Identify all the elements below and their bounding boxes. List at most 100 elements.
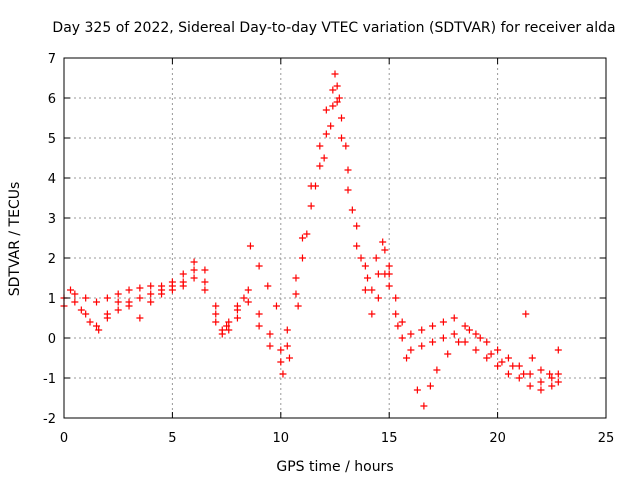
- data-point-plus: [266, 330, 274, 338]
- data-point-plus: [398, 318, 406, 326]
- data-point-plus: [86, 318, 94, 326]
- data-point-plus: [418, 342, 426, 350]
- x-axis-label: GPS time / hours: [276, 459, 393, 475]
- data-point-plus: [190, 266, 198, 274]
- data-point-plus: [82, 294, 90, 302]
- data-point-plus: [303, 230, 311, 238]
- data-point-plus: [455, 338, 463, 346]
- data-point-plus: [333, 98, 341, 106]
- y-tick-label: 4: [48, 172, 56, 187]
- data-point-plus: [329, 102, 337, 110]
- data-point-plus: [285, 354, 293, 362]
- x-tick-label: 25: [598, 431, 615, 446]
- data-point-plus: [392, 294, 400, 302]
- data-point-plus: [379, 238, 387, 246]
- data-point-plus: [472, 346, 480, 354]
- data-point-plus: [179, 282, 187, 290]
- data-point-plus: [450, 330, 458, 338]
- data-point-plus: [316, 142, 324, 150]
- data-point-plus: [212, 302, 220, 310]
- x-tick-label: 10: [273, 431, 290, 446]
- y-tick-label: 0: [48, 332, 56, 347]
- data-point-plus: [361, 262, 369, 270]
- data-point-plus: [546, 370, 554, 378]
- data-point-plus: [420, 402, 428, 410]
- x-axis-ticks: 0 5 10 15 20 25: [60, 58, 614, 446]
- data-point-plus: [311, 182, 319, 190]
- data-point-plus: [136, 294, 144, 302]
- data-point-plus: [439, 334, 447, 342]
- y-tick-label: 1: [48, 292, 56, 307]
- x-tick-label: 15: [381, 431, 398, 446]
- data-point-plus: [515, 362, 523, 370]
- y-tick-label: 2: [48, 252, 56, 267]
- x-tick-label: 0: [60, 431, 68, 446]
- data-point-plus: [429, 338, 437, 346]
- data-point-plus: [407, 346, 415, 354]
- data-point-plus: [426, 382, 434, 390]
- data-point-plus: [476, 334, 484, 342]
- data-point-plus: [504, 370, 512, 378]
- data-point-plus: [307, 202, 315, 210]
- data-point-plus: [353, 222, 361, 230]
- data-point-plus: [554, 346, 562, 354]
- data-point-plus: [494, 346, 502, 354]
- data-point-plus: [407, 330, 415, 338]
- data-point-plus: [554, 378, 562, 386]
- data-point-plus: [212, 310, 220, 318]
- data-point-plus: [385, 282, 393, 290]
- data-point-plus: [483, 354, 491, 362]
- data-point-plus: [316, 162, 324, 170]
- data-point-plus: [71, 290, 79, 298]
- data-point-plus: [292, 290, 300, 298]
- data-point-plus: [392, 310, 400, 318]
- data-point-plus: [381, 246, 389, 254]
- data-point-plus: [190, 258, 198, 266]
- data-point-plus: [147, 282, 155, 290]
- y-tick-label: -1: [43, 372, 56, 387]
- data-point-plus: [103, 310, 111, 318]
- data-point-plus: [168, 286, 176, 294]
- y-tick-label: 3: [48, 212, 56, 227]
- data-point-plus: [320, 154, 328, 162]
- data-point-plus: [364, 274, 372, 282]
- data-point-plus: [158, 290, 166, 298]
- y-tick-label: 6: [48, 92, 56, 107]
- data-point-plus: [327, 122, 335, 130]
- data-point-plus: [246, 242, 254, 250]
- data-point-plus: [114, 290, 122, 298]
- data-point-plus: [450, 314, 458, 322]
- data-point-plus: [461, 338, 469, 346]
- data-point-plus: [255, 310, 263, 318]
- data-point-plus: [344, 186, 352, 194]
- data-point-plus: [374, 294, 382, 302]
- data-point-plus: [444, 350, 452, 358]
- data-point-plus: [522, 310, 530, 318]
- data-point-plus: [329, 86, 337, 94]
- data-point-plus: [190, 274, 198, 282]
- y-tick-label: 5: [48, 132, 56, 147]
- data-point-plus: [461, 322, 469, 330]
- y-axis-ticks: -2 -1 0 1 2 3 4 5 6 7: [43, 52, 606, 427]
- data-point-plus: [240, 294, 248, 302]
- data-point-plus: [93, 298, 101, 306]
- data-point-plus: [136, 284, 144, 292]
- data-point-plus: [413, 386, 421, 394]
- data-point-plus: [71, 298, 79, 306]
- data-point-plus: [498, 358, 506, 366]
- data-point-plus: [348, 206, 356, 214]
- data-point-plus: [277, 346, 285, 354]
- data-point-plus: [526, 382, 534, 390]
- y-axis-label: SDTVAR / TECUs: [7, 182, 23, 297]
- data-point-plus: [322, 106, 330, 114]
- data-point-plus: [283, 342, 291, 350]
- plot-frame: [63, 57, 607, 419]
- data-point-plus: [255, 262, 263, 270]
- data-point-plus: [528, 354, 536, 362]
- data-point-plus: [368, 310, 376, 318]
- data-point-plus: [279, 370, 287, 378]
- data-point-plus: [429, 322, 437, 330]
- data-point-plus: [394, 322, 402, 330]
- data-point-plus: [520, 370, 528, 378]
